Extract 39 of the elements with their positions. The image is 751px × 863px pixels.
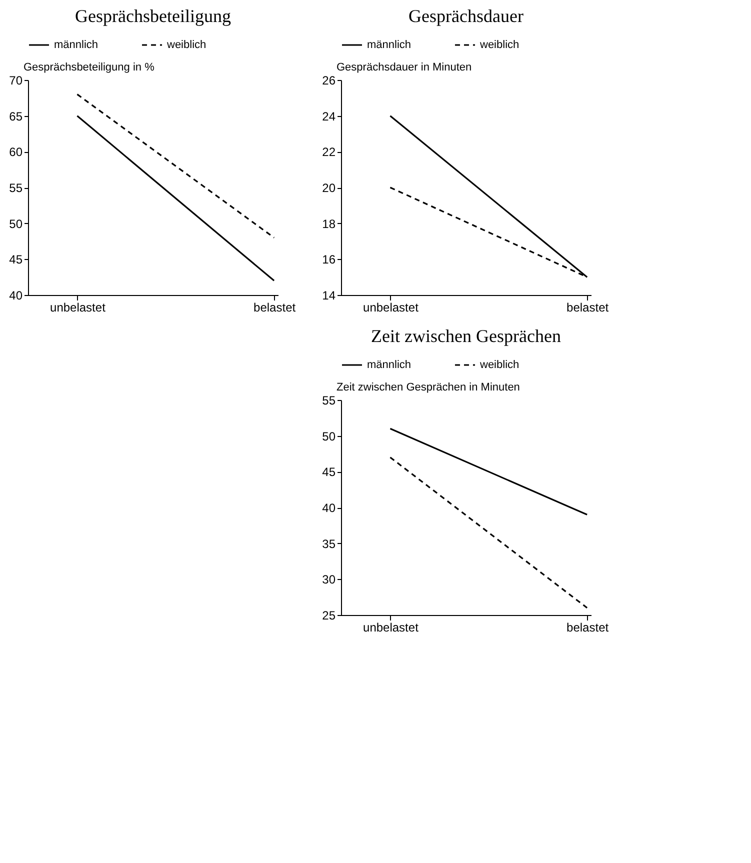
x-tick-label: belastet: [254, 300, 296, 314]
y-axis-title: Zeit zwischen Gesprächen in Minuten: [336, 382, 520, 394]
chart-title: Gesprächsdauer: [408, 6, 524, 26]
y-tick-label: 60: [9, 145, 23, 160]
x-tick-label: unbelastet: [363, 300, 420, 314]
y-tick-label: 20: [322, 181, 336, 195]
legend-label: weiblich: [479, 39, 520, 51]
y-tick-label: 55: [9, 181, 23, 195]
legend-label: männlich: [54, 39, 98, 51]
x-tick-label: belastet: [566, 620, 610, 634]
y-tick-label: 18: [322, 216, 336, 231]
y-axis-title: Gesprächsbeteiligung in %: [24, 62, 155, 74]
legend-label: männlich: [367, 359, 412, 371]
y-tick-label: 45: [322, 465, 336, 480]
legend-label: weiblich: [166, 39, 206, 51]
y-tick-label: 40: [9, 288, 23, 302]
x-tick-label: belastet: [566, 300, 610, 314]
y-tick-label: 50: [9, 216, 23, 231]
legend-label: männlich: [367, 39, 412, 51]
y-axis-title: Gesprächsdauer in Minuten: [336, 62, 472, 74]
y-tick-label: 30: [322, 572, 336, 587]
y-tick-label: 50: [322, 429, 336, 444]
y-tick-label: 22: [322, 145, 336, 160]
chart-title: Zeit zwischen Gesprächen: [371, 326, 561, 346]
y-tick-label: 40: [322, 501, 336, 515]
x-tick-label: unbelastet: [50, 300, 106, 314]
chart-title: Gesprächsbeteiligung: [75, 6, 231, 26]
y-tick-label: 16: [322, 252, 336, 267]
y-tick-label: 45: [9, 252, 23, 267]
y-tick-label: 25: [322, 608, 336, 622]
y-tick-label: 26: [322, 74, 336, 88]
x-tick-label: unbelastet: [363, 620, 420, 634]
y-tick-label: 35: [322, 536, 336, 551]
y-tick-label: 14: [322, 288, 336, 302]
legend-label: weiblich: [479, 359, 520, 371]
y-tick-label: 70: [9, 74, 23, 88]
y-tick-label: 55: [322, 394, 336, 408]
y-tick-label: 24: [322, 109, 336, 124]
y-tick-label: 65: [9, 109, 23, 124]
